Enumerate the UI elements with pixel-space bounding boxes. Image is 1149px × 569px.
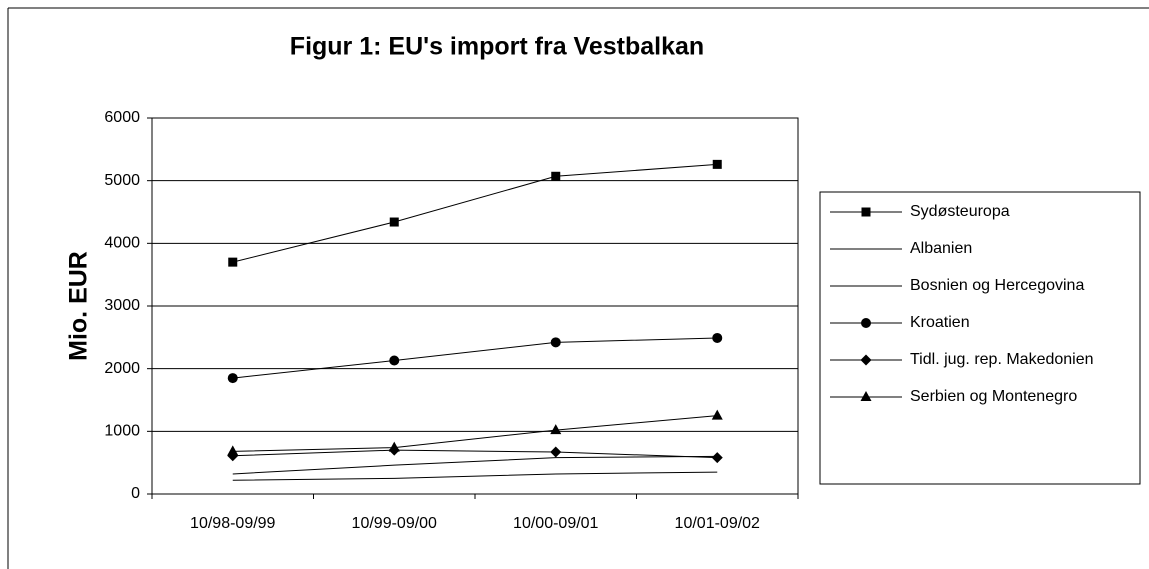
legend-label: Sydøsteuropa (910, 203, 1010, 220)
legend-box (819, 191, 1141, 485)
series-line (232, 471, 718, 481)
x-tick-label: 10/98-09/99 (190, 515, 276, 532)
y-tick-label: 1000 (104, 423, 140, 440)
marker (860, 354, 872, 366)
legend-label: Albanien (910, 240, 972, 257)
marker (861, 318, 871, 328)
marker (227, 445, 239, 456)
series-line (232, 337, 718, 379)
x-tick-label: 10/01-09/02 (675, 515, 761, 532)
marker (389, 217, 399, 227)
y-axis-label: Mio. EUR (65, 251, 93, 361)
y-tick-label: 2000 (104, 360, 140, 377)
y-tick-label: 5000 (104, 172, 140, 189)
marker (389, 355, 400, 366)
marker (550, 424, 562, 435)
marker (228, 257, 238, 267)
legend-label: Bosnien og Hercegovina (910, 277, 1084, 294)
x-tick-label: 10/00-09/01 (513, 515, 599, 532)
legend-label: Serbien og Montenegro (910, 388, 1077, 405)
y-tick-label: 3000 (104, 297, 140, 314)
series-line (232, 415, 718, 452)
legend-label: Tidl. jug. rep. Makedonien (910, 351, 1094, 368)
marker (550, 446, 562, 458)
y-tick-label: 6000 (104, 109, 140, 126)
series-line (232, 449, 718, 459)
y-tick-label: 4000 (104, 235, 140, 252)
x-tick-label: 10/99-09/00 (352, 515, 438, 532)
legend-label: Kroatien (910, 314, 970, 331)
marker (711, 452, 723, 464)
marker (227, 373, 238, 384)
series-line (232, 163, 718, 263)
series-line (232, 455, 718, 475)
marker (388, 441, 400, 452)
marker (712, 159, 722, 169)
y-tick-label: 0 (131, 485, 140, 502)
marker (712, 332, 723, 343)
marker (711, 409, 723, 420)
chart-title: Figur 1: EU's import fra Vestbalkan (290, 33, 704, 61)
marker (860, 391, 872, 401)
marker (550, 337, 561, 348)
marker (861, 207, 871, 217)
marker (551, 171, 561, 181)
